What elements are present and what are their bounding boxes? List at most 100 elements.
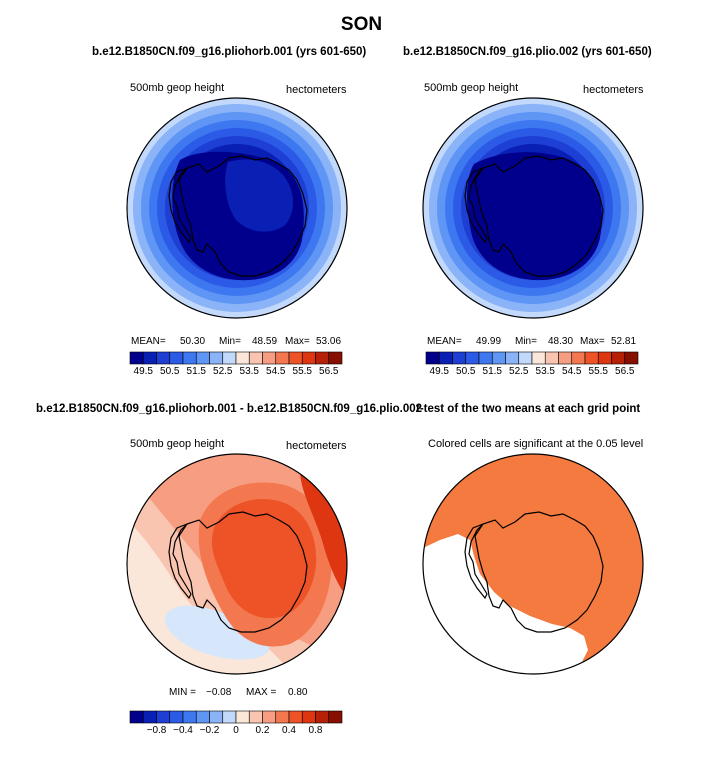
panel3-colorbar-swatch: [195, 710, 210, 724]
panel3-colorbar-swatch: [129, 710, 144, 724]
panel1-mean-label: MEAN=: [131, 336, 166, 347]
panel1-colorbar-swatch: [235, 351, 250, 365]
panel1-colorbar-swatch: [248, 351, 263, 365]
panel2-colorbar-swatch: [531, 351, 546, 365]
panel1-mean-value: 50.30: [180, 336, 206, 347]
panel3-colorbar-swatch: [262, 710, 277, 724]
panel1-colorbar-tick-label: 50.5: [160, 366, 180, 377]
panel3-colorbar-tick-label: −0.2: [199, 725, 220, 736]
panel3-colorbar-swatch: [209, 710, 224, 724]
panel1-map-border: [126, 97, 348, 319]
panel2-colorbar-swatch: [558, 351, 573, 365]
panel1-max-value: 53.06: [316, 336, 342, 347]
panel3-min-label: MIN =: [169, 687, 196, 698]
panel1-colorbar-swatch: [169, 351, 184, 365]
panel2-colorbar-swatch: [465, 351, 480, 365]
panel2-map-border: [422, 97, 644, 319]
panel3-colorbar-swatch: [301, 710, 316, 724]
panel2-min-label: Min=: [515, 336, 537, 347]
panel3-colorbar-swatch: [182, 710, 197, 724]
panel4-map: [423, 454, 643, 674]
panel2-colorbar-tick-label: 51.5: [482, 366, 502, 377]
panel2-colorbar-swatch: [425, 351, 440, 365]
panel1-colorbar-tick-label: 55.5: [292, 366, 312, 377]
panel3-colorbar-tick-label: 0: [233, 725, 239, 736]
panel2-colorbar-swatch: [518, 351, 533, 365]
panel1-min-label: Min=: [219, 336, 241, 347]
panel1-map: [127, 98, 347, 318]
panel2-variable-label: 500mb geop height: [424, 82, 519, 94]
panel1-colorbar-swatch: [315, 351, 330, 365]
panel2-colorbar-swatch: [611, 351, 626, 365]
panel3-units-label: hectometers: [286, 440, 347, 452]
panel2-colorbar-swatch: [491, 351, 506, 365]
panel2-colorbar-tick-label: 54.5: [562, 366, 582, 377]
panel3-colorbar-tick-label: 0.2: [255, 725, 270, 736]
panel1-colorbar-swatch: [288, 351, 303, 365]
panel2-max-value: 52.81: [611, 336, 637, 347]
panel1-colorbar-swatch: [275, 351, 290, 365]
panel3-map-border: [126, 453, 348, 675]
panel3-colorbar-swatch: [142, 710, 157, 724]
panel2-colorbar: [425, 351, 639, 365]
panel1-colorbar-tick-label: 54.5: [266, 366, 286, 377]
panel1-units-label: hectometers: [286, 84, 347, 96]
panel2-colorbar-tick-label: 53.5: [535, 366, 555, 377]
panel1-colorbar-tick-label: 52.5: [213, 366, 233, 377]
panel2-colorbar-swatch: [505, 351, 520, 365]
panel1-colorbar-swatch: [301, 351, 316, 365]
panel2-colorbar-tick-label: 56.5: [615, 366, 635, 377]
panel1-variable-label: 500mb geop height: [130, 82, 225, 94]
panel3-min-value: −0.08: [206, 687, 232, 698]
panel1-colorbar-tick-label: 49.5: [133, 366, 153, 377]
panel3-colorbar-swatch: [156, 710, 171, 724]
panel1-colorbar-swatch: [328, 351, 343, 365]
panel3-colorbar-swatch: [235, 710, 250, 724]
panel1-colorbar-swatch: [222, 351, 237, 365]
panel4-note: Colored cells are significant at the 0.0…: [428, 438, 644, 450]
panel1-min-value: 48.59: [252, 336, 278, 347]
panel1-colorbar-tick-label: 53.5: [239, 366, 259, 377]
panel3-colorbar-swatch: [169, 710, 184, 724]
panel1-colorbar-swatch: [195, 351, 210, 365]
panel2-title: b.e12.B1850CN.f09_g16.plio.002 (yrs 601-…: [403, 46, 652, 58]
panel2-mean-label: MEAN=: [427, 336, 462, 347]
panel4-title: t-test of the two means at each grid poi…: [416, 403, 641, 415]
panel2-colorbar-swatch: [624, 351, 639, 365]
panel3-colorbar-tick-label: 0.8: [308, 725, 323, 736]
panel2-min-value: 48.30: [548, 336, 574, 347]
panel1-colorbar-swatch: [142, 351, 157, 365]
panel2-max-label: Max=: [580, 336, 605, 347]
panel3-max-label: MAX =: [246, 687, 277, 698]
panel1-colorbar-swatch: [129, 351, 144, 365]
panel2-colorbar-tick-label: 52.5: [509, 366, 529, 377]
panel2-units-label: hectometers: [583, 84, 644, 96]
panel1-colorbar-swatch: [182, 351, 197, 365]
panel2-colorbar-tick-label: 55.5: [588, 366, 608, 377]
panel3-colorbar-swatch: [288, 710, 303, 724]
panel1-colorbar-tick-label: 56.5: [319, 366, 339, 377]
panel1-colorbar-swatch: [156, 351, 171, 365]
panel2-colorbar-tick-label: 49.5: [429, 366, 449, 377]
panel1-colorbar-swatch: [209, 351, 224, 365]
panel2-mean-value: 49.99: [476, 336, 502, 347]
panel3-colorbar-tick-label: −0.8: [146, 725, 167, 736]
panel3-colorbar-tick-label: 0.4: [282, 725, 296, 736]
panel3-colorbar-swatch: [275, 710, 290, 724]
panel2-colorbar-swatch: [438, 351, 453, 365]
panel2-colorbar-swatch: [478, 351, 493, 365]
panel3-variable-label: 500mb geop height: [130, 438, 225, 450]
panel2-colorbar-swatch: [597, 351, 612, 365]
panel3-colorbar: [129, 710, 343, 724]
panel4-map-border: [422, 453, 644, 675]
panel2-colorbar-swatch: [571, 351, 586, 365]
panel3-colorbar-swatch: [328, 710, 343, 724]
panel3-max-value: 0.80: [288, 687, 308, 698]
panel2-colorbar-swatch: [584, 351, 599, 365]
panel3-colorbar-swatch: [315, 710, 330, 724]
panel1-colorbar: [129, 351, 343, 365]
panel2-map: [423, 98, 643, 318]
panel3-colorbar-swatch: [222, 710, 237, 724]
panel1-max-label: Max=: [285, 336, 310, 347]
